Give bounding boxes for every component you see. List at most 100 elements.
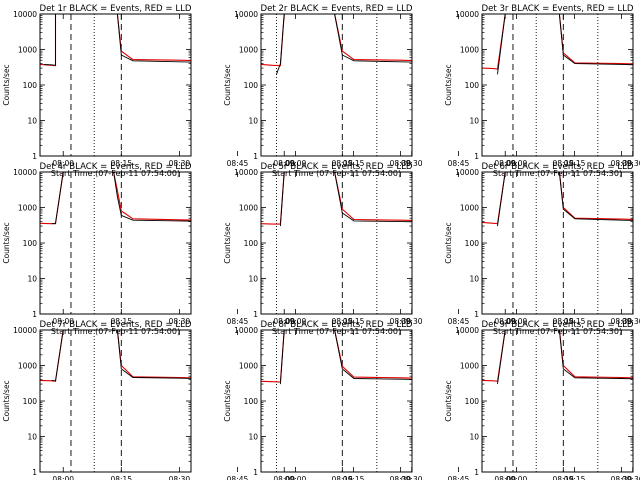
plot-frame [260,171,413,315]
y-tick-label: 1 [32,310,37,319]
events-rate-line [276,14,412,75]
y-tick-label: 1 [253,310,258,319]
y-tick-label: 10 [248,275,258,284]
y-tick-label: 100 [465,397,480,406]
x-tick-label: 09:15 [564,159,586,168]
y-tick-label: 10 [248,117,258,126]
y-axis-label: Counts/sec [223,64,232,105]
panel-title: Det 5r BLACK = Events, RED = LLD [260,162,412,172]
y-tick-label: 100 [244,239,259,248]
detector-panel: Det 5r BLACK = Events, RED = LLD Counts/s… [223,162,640,336]
x-axis-label: Start Time (07-Feb-11 07:54:00) [272,169,401,178]
x-tick-label: 08:00 [52,317,74,326]
plot-frame [260,329,413,473]
plot-frame [260,13,413,157]
y-tick-label: 10000 [234,168,258,177]
x-tick-label: 09:00 [506,159,528,168]
y-tick-label: 10000 [455,168,479,177]
y-axis-label: Counts/sec [223,222,232,263]
events-rate-line [497,172,633,227]
lld-rate-line [261,330,412,383]
x-tick-label: 08:45 [448,159,470,168]
y-tick-label: 1000 [239,204,258,213]
x-tick-label: 08:00 [273,317,295,326]
y-axis-label: Counts/sec [2,380,11,421]
detector-panel: Det 9r BLACK = Events, RED = LLD Counts/s… [444,320,634,480]
y-axis-label: Counts/sec [444,222,453,263]
y-tick-label: 1 [253,468,258,477]
y-tick-label: 100 [244,397,259,406]
events-rate-line [51,330,191,382]
y-tick-label: 10000 [455,326,479,335]
x-tick-label: 08:30 [611,475,633,480]
x-tick-label: 08:15 [331,475,353,480]
lld-rate-line [40,14,191,67]
x-tick-label: 09:15 [564,475,586,480]
events-rate-line [279,330,412,385]
y-axis-label: Counts/sec [223,380,232,421]
x-tick-label: 09:00 [285,159,307,168]
panel-title: Det 8r BLACK = Events, RED = LLD [260,320,412,330]
plot-frame [481,171,634,315]
y-tick-label: 10000 [234,10,258,19]
x-tick-label: 08:30 [169,475,191,480]
x-tick-label: 08:00 [273,159,295,168]
y-tick-label: 10 [469,275,479,284]
detector-panel: Det 2r BLACK = Events, RED = LLD Counts/s… [223,4,640,178]
panel-title: Det 1r BLACK = Events, RED = LLD [39,4,191,14]
lld-rate-line [482,172,633,225]
x-tick-label: 08:00 [273,475,295,480]
panel-title: Det 4r BLACK = Events, RED = LLD [39,162,191,172]
x-tick-label: 09:30 [401,159,423,168]
plot-frame [39,171,192,315]
y-tick-label: 1 [474,310,479,319]
x-tick-label: 08:00 [52,475,74,480]
lld-rate-line [482,330,633,382]
x-tick-label: 08:30 [390,475,412,480]
plot-frame [481,13,634,157]
y-tick-label: 1000 [18,204,37,213]
x-tick-label: 08:30 [611,317,633,326]
x-tick-label: 09:00 [506,475,528,480]
x-tick-label: 09:00 [285,317,307,326]
panel-title: Det 9r BLACK = Events, RED = LLD [481,320,633,330]
events-rate-line [51,172,191,225]
x-axis-label: Start Time (07-Feb-11 07:54:00) [51,169,180,178]
x-axis-label: Start Time (07-Feb-11 07:54:00) [272,327,401,336]
x-tick-label: 08:15 [552,159,574,168]
x-tick-label: 09:15 [343,475,365,480]
plot-frame [39,13,192,157]
y-tick-label: 10000 [13,168,37,177]
y-tick-label: 10 [27,275,37,284]
x-tick-label: 08:15 [110,159,132,168]
y-tick-label: 1 [253,152,258,161]
detector-panel: Det 7r BLACK = Events, RED = LLD Counts/s… [2,320,423,480]
x-tick-label: 08:15 [552,475,574,480]
panel-title: Det 3r BLACK = Events, RED = LLD [481,4,633,14]
lld-rate-line [40,330,191,382]
x-tick-label: 09:15 [564,317,586,326]
x-axis-label: Start Time (07-Feb-11 07:54:30) [493,327,622,336]
x-tick-label: 08:30 [169,317,191,326]
y-tick-label: 1 [474,468,479,477]
y-tick-label: 10000 [455,10,479,19]
detector-panel: Det 6r BLACK = Events, RED = LLD Counts/s… [444,162,634,336]
x-tick-label: 09:30 [401,317,423,326]
x-tick-label: 09:30 [401,475,423,480]
x-tick-label: 08:45 [227,159,249,168]
y-tick-label: 10000 [13,10,37,19]
x-tick-label: 08:15 [331,317,353,326]
y-tick-label: 10 [469,117,479,126]
y-axis-label: Counts/sec [444,64,453,105]
y-axis-label: Counts/sec [444,380,453,421]
y-tick-label: 1000 [18,362,37,371]
x-tick-label: 08:15 [331,159,353,168]
y-tick-label: 1 [32,468,37,477]
x-tick-label: 08:45 [448,475,470,480]
y-tick-label: 100 [244,81,259,90]
y-tick-label: 100 [465,81,480,90]
detector-panel: Det 8r BLACK = Events, RED = LLD Counts/s… [223,320,640,480]
x-tick-label: 08:00 [494,159,516,168]
x-axis-label: Start Time (07-Feb-11 07:54:30) [493,169,622,178]
x-tick-label: 08:45 [227,317,249,326]
